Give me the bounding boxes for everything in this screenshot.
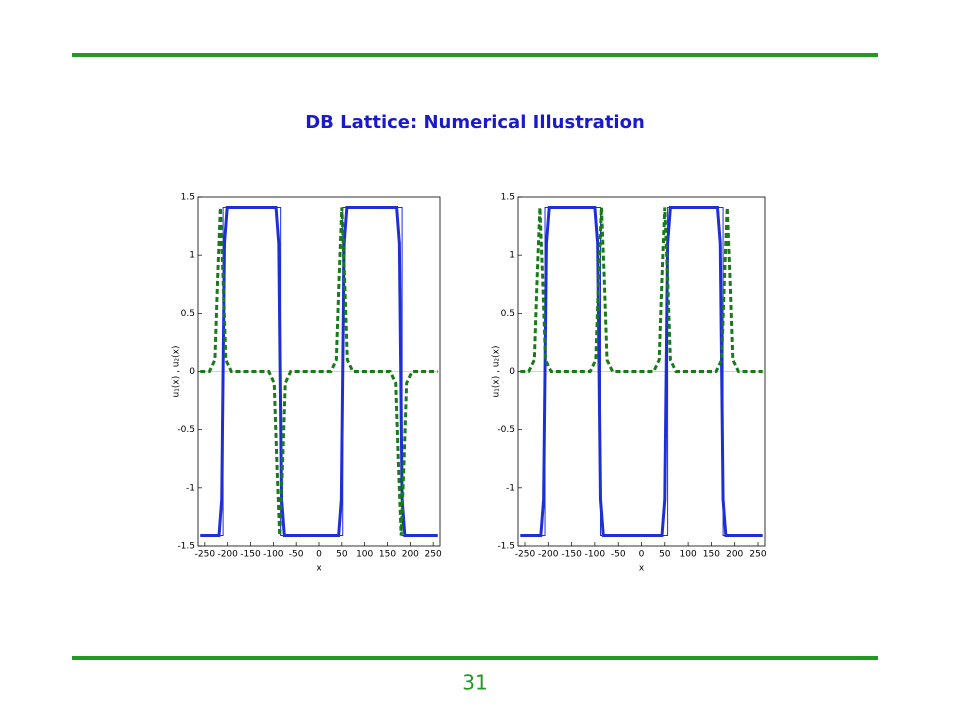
page-number: 31 bbox=[462, 671, 487, 695]
y-tick-label: 1 bbox=[509, 251, 515, 261]
series-line bbox=[520, 207, 763, 373]
y-tick-label: 1.5 bbox=[501, 193, 515, 203]
x-tick-label: 150 bbox=[379, 550, 396, 560]
y-tick-label: -1 bbox=[506, 483, 515, 493]
x-tick-label: -150 bbox=[561, 550, 582, 560]
y-tick-label: 0 bbox=[509, 367, 515, 377]
y-tick-label: -0.5 bbox=[497, 425, 515, 435]
y-tick-label: 0.5 bbox=[501, 309, 515, 319]
x-tick-label: 50 bbox=[336, 550, 348, 560]
x-tick-label: 100 bbox=[680, 550, 697, 560]
y-axis-label: u₁(x) , u₂(x) bbox=[172, 346, 182, 398]
x-tick-label: 0 bbox=[316, 550, 322, 560]
x-tick-label: 200 bbox=[402, 550, 419, 560]
series-line bbox=[200, 206, 438, 537]
y-tick-label: -1 bbox=[186, 483, 195, 493]
y-tick-label: 1 bbox=[189, 251, 195, 261]
series-line bbox=[520, 206, 763, 537]
x-tick-label: 250 bbox=[425, 550, 442, 560]
x-tick-label: 50 bbox=[659, 550, 671, 560]
x-tick-label: -200 bbox=[538, 550, 559, 560]
y-tick-label: 0 bbox=[189, 367, 195, 377]
y-tick-label: -1.5 bbox=[177, 542, 195, 552]
y-tick-label: 0.5 bbox=[181, 309, 195, 319]
top-rule bbox=[72, 53, 878, 57]
bottom-rule bbox=[72, 656, 878, 660]
x-tick-label: -250 bbox=[515, 550, 536, 560]
x-tick-label: -250 bbox=[195, 550, 216, 560]
y-tick-label: 1.5 bbox=[181, 193, 195, 203]
x-tick-label: -150 bbox=[240, 550, 261, 560]
x-tick-label: 200 bbox=[726, 550, 743, 560]
x-tick-label: -100 bbox=[585, 550, 606, 560]
x-tick-label: -100 bbox=[263, 550, 284, 560]
x-tick-label: -50 bbox=[289, 550, 304, 560]
series-line bbox=[200, 207, 438, 536]
x-axis-label: x bbox=[639, 564, 645, 574]
slide-title: DB Lattice: Numerical Illustration bbox=[305, 112, 645, 133]
x-axis-label: x bbox=[316, 564, 322, 574]
x-tick-label: 150 bbox=[703, 550, 720, 560]
x-tick-label: 100 bbox=[356, 550, 373, 560]
x-tick-label: -50 bbox=[611, 550, 626, 560]
x-tick-label: 0 bbox=[639, 550, 645, 560]
y-tick-label: -0.5 bbox=[177, 425, 195, 435]
y-tick-label: -1.5 bbox=[497, 542, 515, 552]
x-tick-label: -200 bbox=[217, 550, 238, 560]
y-axis-label: u₁(x) , u₂(x) bbox=[492, 346, 502, 398]
x-tick-label: 250 bbox=[749, 550, 766, 560]
